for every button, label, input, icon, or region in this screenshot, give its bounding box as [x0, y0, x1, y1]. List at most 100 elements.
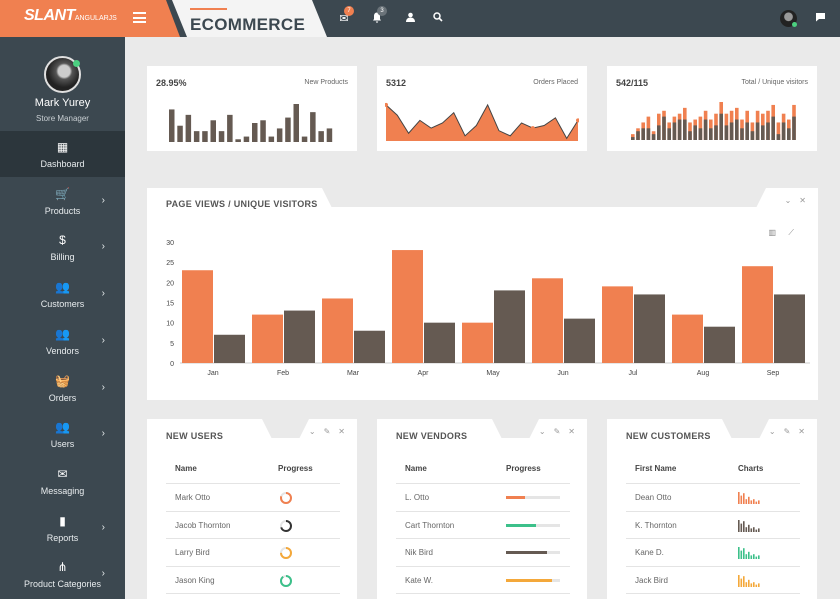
- sidebar-item-users[interactable]: 👥 Users ›: [0, 411, 125, 457]
- profile-avatar[interactable]: [44, 56, 81, 93]
- sidebar-item-products[interactable]: 🛒 Products ›: [0, 178, 125, 224]
- bar-chart-icon: ▮: [59, 513, 66, 528]
- dollar-icon: $: [59, 233, 66, 248]
- table-row[interactable]: Kane D.: [626, 538, 800, 565]
- mini-bar-chart: [738, 519, 760, 532]
- table-row[interactable]: K. Thornton: [626, 510, 800, 538]
- stat-card-visitors: 542/115 Total / Unique visitors: [607, 66, 817, 151]
- table-row[interactable]: Jack Bird: [626, 565, 800, 593]
- panel-title: NEW VENDORS: [396, 431, 468, 441]
- logo[interactable]: SLANTANGULARJS: [24, 7, 117, 24]
- chevron-right-icon: ›: [101, 381, 105, 393]
- visitor-bar-unique: [709, 128, 713, 140]
- chat-icon[interactable]: [813, 12, 827, 25]
- close-icon[interactable]: ✕: [568, 427, 575, 436]
- y-tick-label: 25: [166, 260, 174, 267]
- visitor-bar-unique: [750, 131, 755, 140]
- orders-point: [385, 102, 388, 107]
- menu-toggle-icon[interactable]: [133, 12, 146, 23]
- collapse-icon[interactable]: ⌄: [784, 196, 792, 205]
- column-header: Charts: [738, 464, 764, 473]
- sidebar-item-customers[interactable]: 👥 Customers ›: [0, 271, 125, 317]
- chevron-right-icon: ›: [101, 241, 105, 253]
- bell-icon[interactable]: 3: [370, 6, 387, 26]
- close-icon[interactable]: ✕: [338, 427, 345, 436]
- progress-bar: [506, 523, 560, 527]
- sidebar-item-messaging[interactable]: ✉ Messaging: [0, 458, 125, 504]
- visitors-sparkline: [631, 102, 796, 140]
- table-row[interactable]: Larry Bird: [166, 538, 340, 565]
- sidebar-item-label: Dashboard: [40, 159, 85, 169]
- close-icon[interactable]: ✕: [799, 196, 806, 205]
- user-icon[interactable]: [403, 12, 417, 25]
- row-name: Kate W.: [405, 575, 434, 585]
- visitor-bar-unique: [631, 137, 635, 140]
- row-name: L. Otto: [405, 493, 430, 502]
- top-avatar[interactable]: [780, 10, 797, 27]
- sidebar-item-billing[interactable]: $ Billing ›: [0, 224, 125, 270]
- bar-apr-series-1: [392, 250, 423, 363]
- bar-jan-series-2: [214, 334, 245, 363]
- spark-bar: [185, 114, 192, 142]
- sidebar-item-product-categories[interactable]: ⋔ Product Categories ›: [0, 551, 125, 597]
- stat-card-orders: 5312 Orders Placed: [377, 66, 587, 151]
- basket-icon: 🧺: [55, 373, 70, 388]
- close-icon[interactable]: ✕: [798, 427, 805, 436]
- collapse-icon[interactable]: ⌄: [538, 427, 546, 436]
- table-row[interactable]: Dean Otto: [626, 483, 800, 510]
- table-row[interactable]: Nik Bird: [396, 538, 570, 565]
- row-name: Kane D.: [635, 548, 664, 557]
- table-row[interactable]: Kate W.: [396, 565, 570, 593]
- bell-badge: 3: [377, 6, 387, 16]
- edit-icon[interactable]: ✎: [553, 427, 561, 436]
- visitor-bar-unique: [776, 134, 781, 140]
- bar-aug-series-1: [672, 314, 703, 363]
- orders-point: [576, 118, 579, 123]
- hierarchy-icon: ⋔: [57, 560, 68, 575]
- spark-bar: [235, 139, 241, 142]
- visitor-bar-unique: [657, 125, 661, 140]
- visitor-bar-unique: [693, 125, 697, 140]
- sidebar-item-dashboard[interactable]: ▦ Dashboard: [0, 131, 125, 177]
- sidebar-item-reports[interactable]: ▮ Reports ›: [0, 505, 125, 551]
- sidebar-item-orders[interactable]: 🧺 Orders ›: [0, 365, 125, 411]
- progress-fill: [506, 578, 552, 582]
- visitor-bar-unique: [662, 116, 666, 140]
- table-row[interactable]: Cart Thornton: [396, 510, 570, 538]
- collapse-icon[interactable]: ⌄: [768, 427, 776, 436]
- row-name: Larry Bird: [175, 548, 210, 557]
- sidebar-item-vendors[interactable]: 👥 Vendors ›: [0, 318, 125, 364]
- table-row[interactable]: Jacob Thornton: [166, 510, 340, 538]
- chevron-right-icon: ›: [101, 288, 105, 300]
- x-tick-label: Aug: [697, 370, 710, 377]
- visitor-bar-total: [631, 134, 635, 140]
- bar-jul-series-1: [602, 286, 633, 363]
- stat-card-new-products: 28.95% New Products: [147, 66, 357, 151]
- bar-aug-series-2: [704, 326, 735, 363]
- spark-bar: [276, 128, 283, 142]
- progress-fill: [506, 523, 536, 527]
- table-row[interactable]: L. Otto: [396, 483, 570, 510]
- chart-panel-title: PAGE VIEWS / UNIQUE VISITORS: [166, 199, 318, 209]
- visitor-bar-unique: [729, 122, 734, 140]
- online-indicator: [73, 60, 80, 67]
- edit-icon[interactable]: ✎: [323, 427, 331, 436]
- page-title: ECOMMERCE: [190, 15, 306, 34]
- visitor-bar-unique: [735, 119, 739, 140]
- x-tick-label: May: [486, 370, 500, 377]
- bar-feb-series-1: [252, 314, 283, 363]
- table-row[interactable]: Mark Otto: [166, 483, 340, 510]
- line-chart-icon[interactable]: ⟋: [788, 228, 794, 237]
- table-row[interactable]: Jason King: [166, 565, 340, 593]
- stat-value: 5312: [386, 78, 407, 88]
- column-header: Progress: [506, 464, 541, 473]
- edit-icon[interactable]: ✎: [783, 427, 791, 436]
- title-tab: [172, 0, 327, 37]
- mail-icon[interactable]: ✉ 7: [337, 6, 354, 25]
- collapse-icon[interactable]: ⌄: [308, 427, 316, 436]
- search-icon[interactable]: [431, 12, 445, 25]
- row-name: Mark Otto: [175, 493, 211, 502]
- stat-label: Total / Unique visitors: [741, 79, 808, 86]
- bar-chart-icon[interactable]: ▥: [768, 228, 776, 237]
- sidebar-item-label: Messaging: [40, 485, 85, 496]
